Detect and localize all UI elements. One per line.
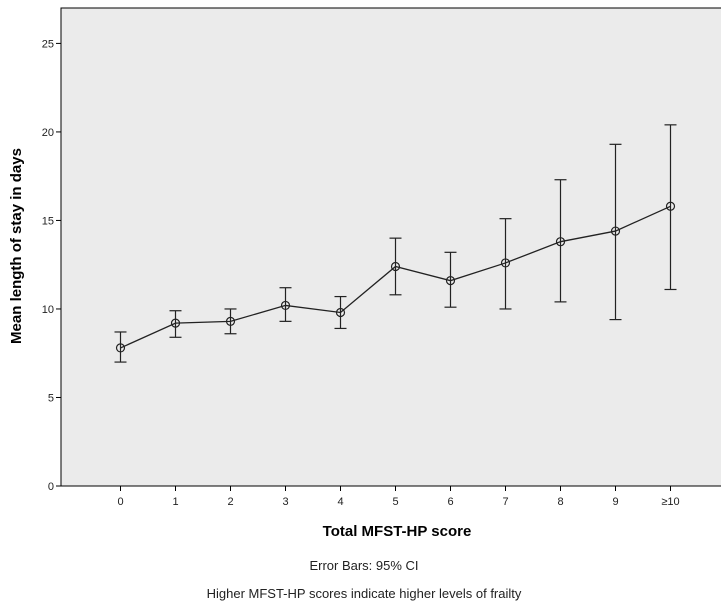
- x-tick-label: 5: [392, 496, 398, 508]
- x-tick-label: 6: [447, 496, 453, 508]
- x-axis: 0 1 2 3 4 5 6 7 8 9 ≥10: [117, 486, 680, 508]
- data-point: [665, 201, 676, 211]
- plot-area: [60, 7, 721, 487]
- x-tick-label: 9: [612, 496, 618, 508]
- y-tick-label: 20: [42, 127, 54, 139]
- y-axis: 0 5 10 15 20 25: [42, 38, 61, 493]
- y-tick-label: 10: [42, 304, 54, 316]
- y-tick-label: 25: [42, 38, 54, 50]
- error-bar: [444, 251, 457, 308]
- x-tick-label: 1: [172, 496, 178, 508]
- error-bar: [609, 143, 622, 321]
- error-bars: [114, 124, 677, 363]
- frailty-note: Higher MFST-HP scores indicate higher le…: [207, 586, 522, 601]
- x-axis-title: Total MFST-HP score: [323, 523, 472, 540]
- y-axis-title: Mean length of stay in days: [8, 148, 25, 344]
- error-bar: [499, 218, 512, 310]
- data-point: [445, 276, 456, 286]
- data-points: [115, 201, 676, 353]
- x-tick-label: 3: [282, 496, 288, 508]
- data-point: [500, 258, 511, 268]
- data-point: [170, 318, 181, 328]
- x-tick-label: 7: [502, 496, 508, 508]
- error-bar: [114, 331, 127, 363]
- y-tick-label: 0: [48, 481, 54, 493]
- error-bar: [554, 179, 567, 303]
- data-point: [610, 226, 621, 236]
- y-tick-label: 5: [48, 392, 54, 404]
- data-point: [335, 307, 346, 318]
- error-bars-note: Error Bars: 95% CI: [309, 558, 418, 573]
- x-tick-label: ≥10: [661, 496, 679, 508]
- x-tick-label: 4: [337, 496, 343, 508]
- x-tick-label: 2: [227, 496, 233, 508]
- data-point: [390, 261, 401, 272]
- data-point: [225, 316, 236, 326]
- x-tick-label: 0: [117, 496, 123, 508]
- y-tick-label: 15: [42, 215, 54, 227]
- error-bar: [169, 310, 182, 338]
- x-tick-label: 8: [557, 496, 563, 508]
- series-line: [120, 205, 671, 349]
- error-bar: [279, 287, 292, 322]
- data-point: [280, 300, 291, 311]
- data-point: [115, 343, 126, 353]
- data-point: [555, 237, 566, 247]
- error-bar: [664, 124, 677, 291]
